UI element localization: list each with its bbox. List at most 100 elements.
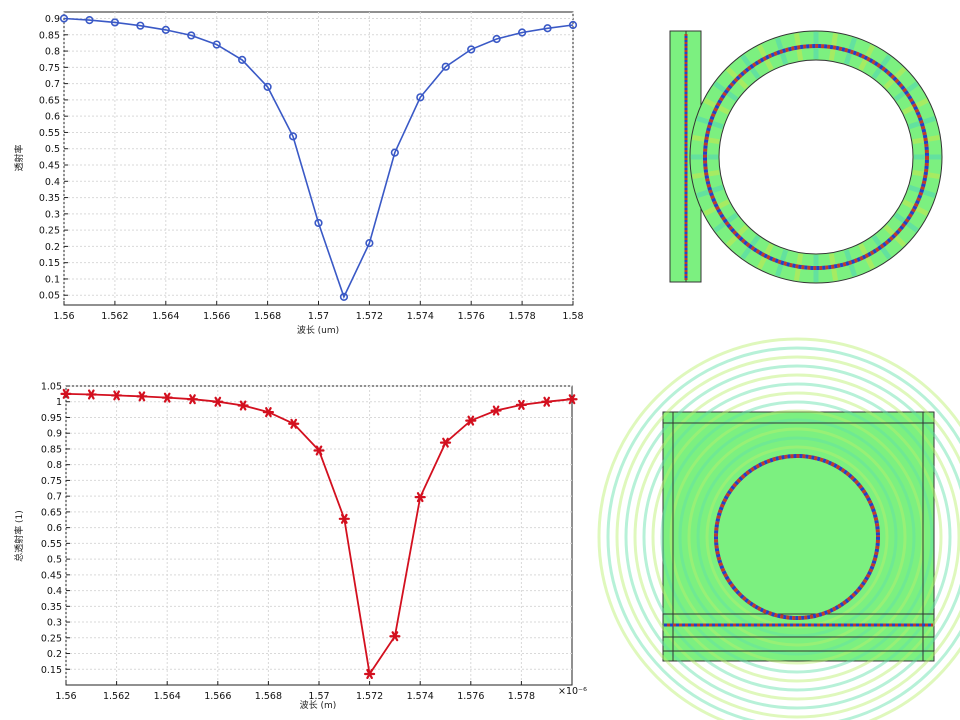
x-tick-label: 1.56 xyxy=(53,311,74,322)
ring-resonator-field-image xyxy=(669,30,943,284)
x-tick-label: 1.564 xyxy=(152,311,179,322)
data-point xyxy=(365,239,374,248)
y-tick-label: 0.6 xyxy=(47,523,62,534)
y-tick-label: 0.8 xyxy=(45,47,60,58)
ring-cavity-field-image xyxy=(599,339,960,720)
y-tick-label: 0.2 xyxy=(47,649,62,660)
data-point xyxy=(490,405,502,416)
x-tick-label: 1.578 xyxy=(508,311,535,322)
data-point xyxy=(237,400,249,411)
data-point xyxy=(262,407,274,418)
x-tick-label: 1.57 xyxy=(308,311,329,322)
data-point xyxy=(465,415,477,426)
ring-inner xyxy=(718,59,914,255)
data-point xyxy=(313,445,325,456)
data-point xyxy=(186,394,199,405)
data-point xyxy=(492,34,501,44)
x-tick-label: 1.568 xyxy=(254,311,281,322)
data-point xyxy=(85,389,97,400)
top-grid xyxy=(63,12,574,305)
data-point xyxy=(389,631,401,642)
ring-mode-field xyxy=(703,44,929,270)
data-point xyxy=(541,396,553,407)
x-tick-label: 1.562 xyxy=(101,311,128,322)
bottom-x-ticks: 1.56 1.562 1.564 1.566 1.568 1.57 1.572 1.574 1.… xyxy=(55,681,535,702)
x-tick-label: 1.576 xyxy=(457,691,484,702)
data-point xyxy=(187,31,196,40)
x-tick-label: 1.574 xyxy=(407,311,434,322)
y-tick-label: 0.5 xyxy=(45,144,60,155)
data-point xyxy=(136,21,145,30)
data-point xyxy=(288,418,300,429)
y-tick-label: 0.7 xyxy=(47,492,62,503)
data-point xyxy=(110,390,123,401)
x-tick-label: 1.564 xyxy=(154,691,181,702)
y-tick-label: 0.5 xyxy=(47,555,62,566)
y-tick-label: 1 xyxy=(56,397,62,408)
data-point xyxy=(314,218,323,228)
y-tick-label: 0.1 xyxy=(45,274,60,285)
data-point xyxy=(161,392,173,403)
y-tick-label: 0.25 xyxy=(39,226,60,237)
y-tick-label: 1.05 xyxy=(41,382,62,393)
data-point xyxy=(467,45,476,54)
y-tick-label: 0.7 xyxy=(45,79,60,90)
data-point xyxy=(566,394,578,405)
y-tick-label: 0.65 xyxy=(39,95,60,106)
data-point xyxy=(414,492,426,503)
y-tick-label: 0.25 xyxy=(41,633,62,644)
bottom-grid xyxy=(65,385,572,685)
cavity-field-ripples xyxy=(599,339,960,720)
x-tick-label: 1.572 xyxy=(356,691,383,702)
y-tick-label: 0.95 xyxy=(41,413,62,424)
top-series-line xyxy=(63,17,574,300)
y-tick-label: 0.4 xyxy=(47,586,62,597)
data-point xyxy=(60,388,72,399)
y-tick-label: 0.85 xyxy=(39,30,60,41)
y-tick-label: 0.9 xyxy=(45,14,60,25)
x-tick-label: 1.56 xyxy=(55,691,76,702)
x-tick-label: 1.566 xyxy=(204,691,231,702)
y-tick-label: 0.6 xyxy=(45,112,60,123)
data-point xyxy=(263,82,272,91)
y-tick-label: 0.4 xyxy=(45,177,60,188)
y-tick-label: 0.3 xyxy=(47,618,62,629)
x-tick-label: 1.576 xyxy=(458,311,485,322)
y-tick-label: 0.2 xyxy=(45,242,60,253)
data-point xyxy=(59,14,69,23)
ring-field-ripples xyxy=(691,32,941,282)
y-tick-label: 0.55 xyxy=(41,539,62,550)
y-tick-label: 0.15 xyxy=(41,665,62,676)
data-point xyxy=(110,18,119,27)
data-point xyxy=(338,513,350,524)
data-point xyxy=(364,668,376,679)
data-point xyxy=(288,132,298,141)
x-tick-label: 1.566 xyxy=(203,311,230,322)
data-point xyxy=(441,62,450,71)
x-tick-label: 1.574 xyxy=(407,691,434,702)
y-tick-label: 0.35 xyxy=(41,602,62,613)
top-x-ticks: 1.56 1.562 1.564 1.566 1.568 1.57 1.572 1.574 1.… xyxy=(53,301,584,322)
data-point xyxy=(136,391,148,402)
y-tick-label: 0.05 xyxy=(39,291,60,302)
y-tick-label: 0.15 xyxy=(39,258,60,269)
y-tick-label: 0.45 xyxy=(39,161,60,172)
data-point xyxy=(439,437,452,448)
x-tick-label: 1.578 xyxy=(508,691,535,702)
cavity-ring-field-red xyxy=(714,454,880,620)
bottom-x-axis-label: 波长 (m) xyxy=(300,699,337,711)
y-tick-label: 0.45 xyxy=(41,570,62,581)
bottom-series-markers xyxy=(60,388,578,679)
y-tick-label: 0.75 xyxy=(39,63,60,74)
data-point xyxy=(543,24,552,33)
data-point xyxy=(390,148,399,157)
bottom-x-multiplier: ×10⁻⁶ xyxy=(558,686,587,697)
top-x-axis-label: 波长 (um) xyxy=(297,324,339,336)
data-point xyxy=(212,40,221,49)
data-point xyxy=(416,93,425,102)
top-transmission-chart: 1.56 1.562 1.564 1.566 1.568 1.57 1.572 1.574 1.… xyxy=(13,11,584,336)
bottom-transmission-chart: 1.56 1.562 1.564 1.566 1.568 1.57 1.572 1.574 1.… xyxy=(13,382,587,712)
y-tick-label: 0.85 xyxy=(41,444,62,455)
x-tick-label: 1.572 xyxy=(356,311,383,322)
bottom-y-axis-label: 总透射率 (1) xyxy=(13,510,25,562)
